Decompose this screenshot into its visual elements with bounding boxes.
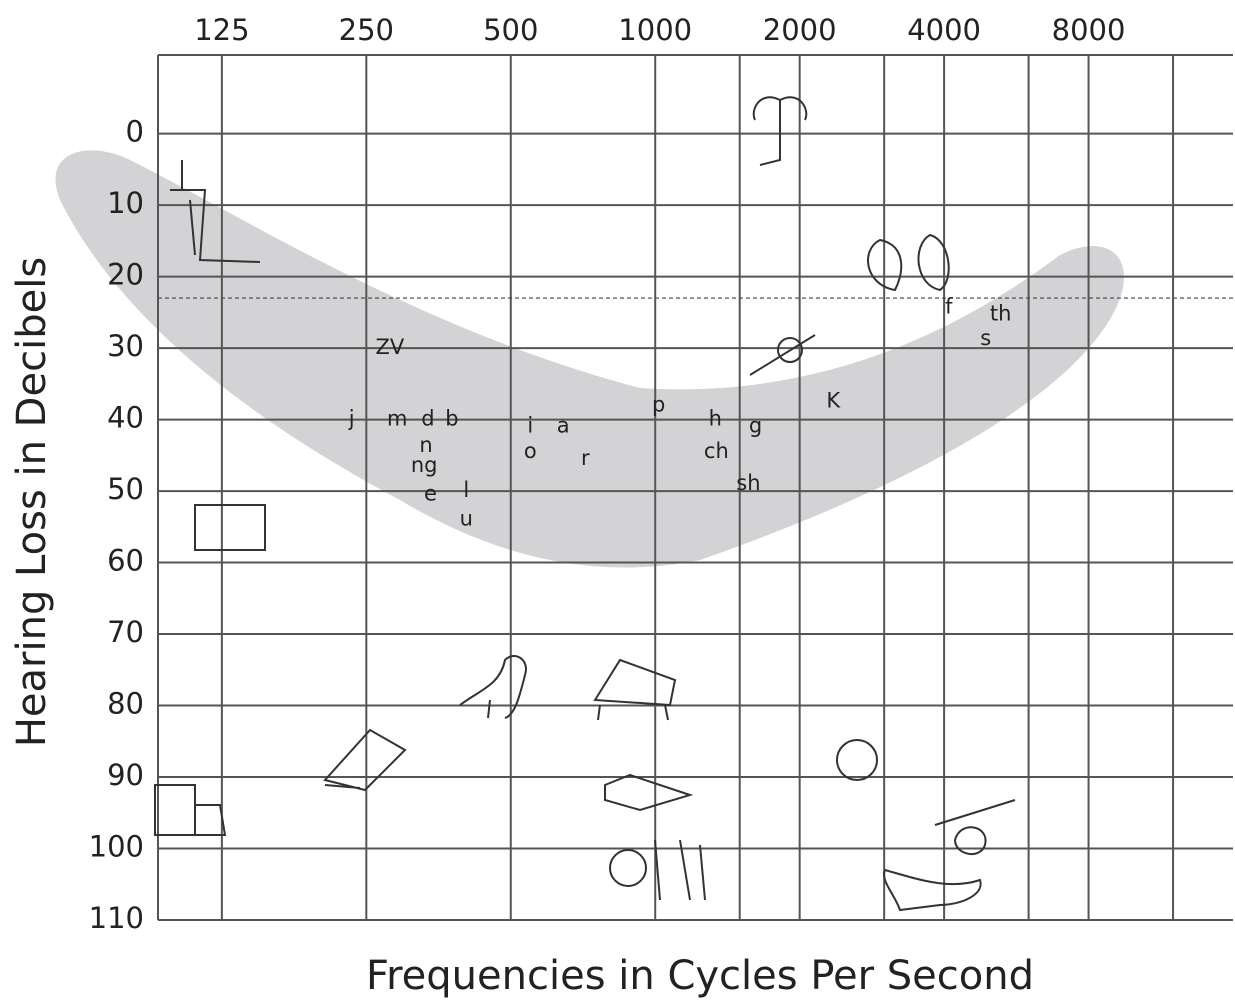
sound-label: u (460, 507, 473, 531)
y-tick-label: 0 (126, 115, 144, 149)
sound-label: n (419, 433, 432, 457)
sound-label: a (557, 414, 570, 438)
x-tick-label: 4000 (907, 13, 981, 47)
icon-fridge (194, 504, 266, 551)
y-tick-label: 60 (107, 544, 144, 578)
y-tick-label: 90 (107, 758, 144, 792)
icon-truck (154, 784, 227, 836)
y-tick-label: 50 (107, 472, 144, 506)
y-tick-label: 20 (107, 258, 144, 292)
sound-label: e (424, 482, 437, 506)
sound-label: d (421, 407, 434, 431)
grid (158, 55, 1233, 921)
y-tick-label: 30 (107, 329, 144, 363)
icon-saw (604, 773, 694, 812)
y-tick-label: 110 (89, 901, 144, 935)
x-tick-label: 1000 (618, 13, 692, 47)
y-tick-label: 100 (89, 830, 144, 864)
y-tick-label: 70 (107, 615, 144, 649)
icon-helicopter (934, 799, 1016, 855)
sound-label: ch (704, 439, 729, 463)
sound-label: ZV (376, 335, 405, 359)
sound-label: ng (411, 453, 438, 477)
sound-label: th (990, 302, 1012, 326)
y-axis-title: Hearing Loss in Decibels (9, 257, 55, 747)
sound-label: o (524, 439, 537, 463)
icon-band (609, 839, 706, 901)
sound-label: b (445, 407, 458, 431)
icon-faces (867, 233, 950, 292)
y-tick-label: 80 (107, 687, 144, 721)
icon-mower (323, 728, 407, 792)
icon-watch (749, 334, 816, 376)
x-tick-label: 125 (194, 13, 249, 47)
y-tick-label: 10 (107, 186, 144, 220)
x-tick-label: 8000 (1052, 13, 1126, 47)
y-tick-label: 40 (107, 401, 144, 435)
sound-label: m (387, 407, 407, 431)
icon-dog (459, 655, 527, 719)
sound-label: p (652, 392, 665, 416)
sound-label: sh (736, 471, 760, 495)
x-axis-title: Frequencies in Cycles Per Second (366, 953, 1034, 999)
icon-tree (752, 96, 808, 166)
sound-label: K (826, 389, 841, 413)
sound-label: l (463, 478, 469, 502)
sound-label: h (709, 407, 722, 431)
sound-label: g (749, 414, 762, 438)
sound-label: i (527, 414, 533, 438)
icon-phone (836, 739, 878, 781)
x-tick-label: 2000 (763, 13, 837, 47)
sound-label: j (348, 407, 355, 431)
icon-faucet (170, 160, 261, 263)
x-tick-label: 500 (483, 13, 538, 47)
icon-plane (883, 868, 982, 912)
icons (154, 96, 1016, 912)
x-tick-label: 250 (339, 13, 394, 47)
speech-banana (55, 150, 1124, 568)
sound-label: s (980, 326, 991, 350)
sound-label: f (945, 294, 953, 318)
plot-frame: 0 10 20 30 40 50 60 70 80 90 100 110 125 250 500 1000 20… (89, 13, 1233, 935)
sound-label: r (581, 446, 590, 470)
icon-piano (593, 658, 677, 721)
